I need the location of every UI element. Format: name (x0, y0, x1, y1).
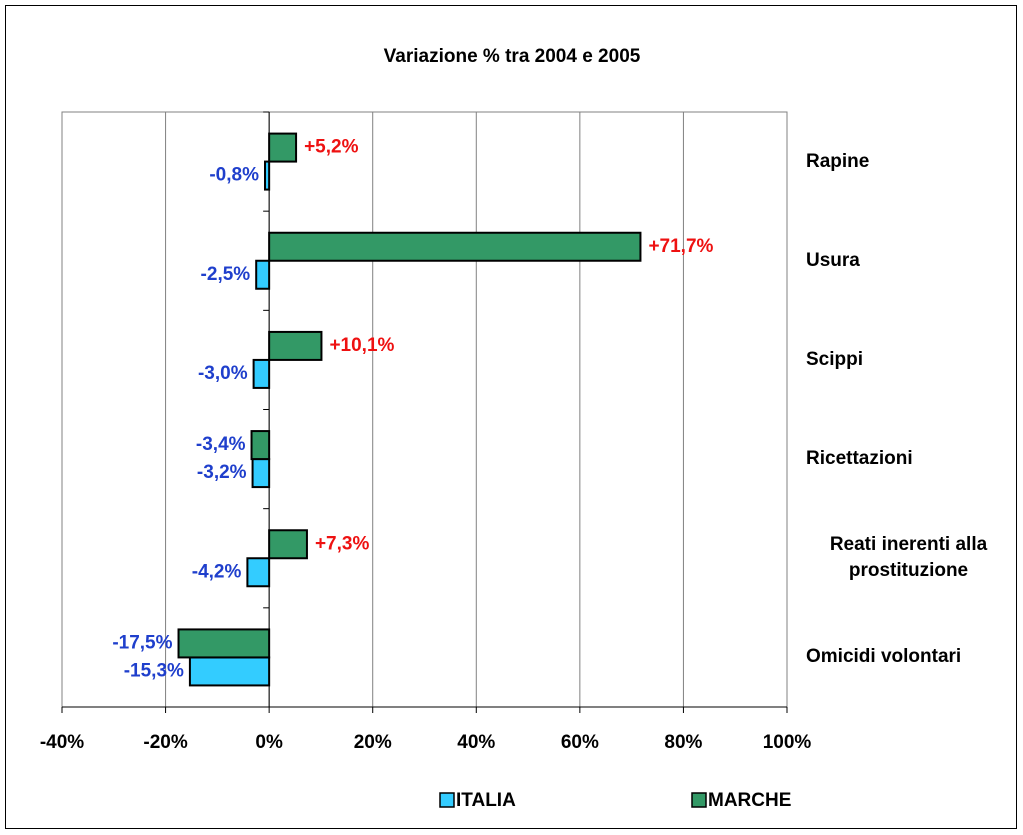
x-tick-label: 80% (664, 732, 702, 753)
legend-label: MARCHE (708, 790, 791, 811)
value-label: -17,5% (112, 632, 172, 653)
legend-swatch (439, 792, 455, 808)
y-tick-label: Scippi (806, 348, 864, 370)
value-label: -2,5% (201, 264, 251, 285)
x-tick-label: 0% (255, 732, 283, 753)
value-label: +7,3% (315, 533, 370, 554)
bar (255, 259, 271, 290)
y-tick-label: Rapine (806, 150, 870, 172)
bar (268, 529, 308, 560)
plot-area (61, 111, 788, 708)
y-tick-label: Usura (806, 249, 860, 271)
value-label: -15,3% (124, 660, 184, 681)
bar (246, 557, 271, 588)
value-label: -3,2% (197, 462, 247, 483)
value-label: -0,8% (209, 165, 259, 186)
x-tick-label: -40% (40, 732, 84, 753)
bar (188, 656, 271, 687)
x-tick-label: 100% (763, 732, 812, 753)
legend-swatch (691, 792, 707, 808)
value-label: -4,2% (192, 561, 242, 582)
value-label: -3,4% (196, 434, 246, 455)
y-tick-label: Ricettazioni (806, 448, 913, 470)
value-label: -3,0% (198, 363, 248, 384)
value-label: +5,2% (304, 137, 359, 158)
value-label: +71,7% (648, 236, 713, 257)
bar (268, 330, 323, 361)
x-tick-label: -20% (143, 732, 187, 753)
value-label: +10,1% (329, 335, 394, 356)
y-tick-label: Reati inerenti alla prostituzione (829, 534, 988, 582)
bar (252, 358, 271, 389)
x-tick-label: 40% (457, 732, 495, 753)
bar (268, 231, 642, 262)
bar (264, 160, 271, 191)
legend-label: ITALIA (456, 790, 516, 811)
bar (250, 430, 271, 461)
y-tick-label: Omicidi volontari (806, 646, 962, 668)
x-tick-label: 60% (561, 732, 599, 753)
bar (251, 458, 271, 489)
bar (268, 132, 298, 163)
x-tick-label: 20% (354, 732, 392, 753)
chart-title: Variazione % tra 2004 e 2005 (384, 46, 641, 67)
bar (177, 628, 271, 659)
